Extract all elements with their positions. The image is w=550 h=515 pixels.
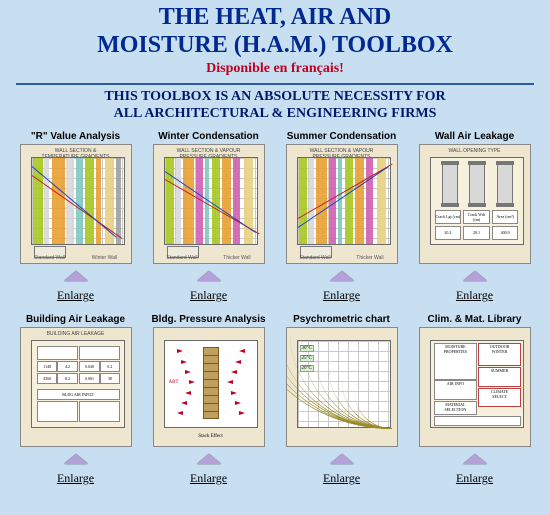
card-thumbnail[interactable]: WALL SECTION & VAPOURPRESSURE GRADIENTS … [153,144,265,264]
header: THE HEAT, AIR AND MOISTURE (H.A.M.) TOOL… [0,0,550,77]
card-title: Summer Condensation [280,131,403,142]
card-title: Clim. & Mat. Library [413,314,536,325]
enlarge-up-icon[interactable] [330,271,354,281]
enlarge-link[interactable]: Enlarge [190,471,227,485]
tool-card: "R" Value Analysis WALL SECTION &TEMPERA… [14,131,137,304]
enlarge-up-icon[interactable] [64,454,88,464]
tool-card: Winter Condensation WALL SECTION & VAPOU… [147,131,270,304]
tagline: THIS TOOLBOX IS AN ABSOLUTE NECESSITY FO… [30,89,520,123]
card-thumbnail[interactable]: WALL SECTION & VAPOURPRESSURE GRADIENTS … [286,144,398,264]
subtitle-link[interactable]: Disponible en français! [0,61,550,77]
enlarge-up-icon[interactable] [64,271,88,281]
tool-card: Building Air Leakage BUILDING AIR LEAKAG… [14,314,137,487]
tool-card: Bldg. Pressure Analysis ABT Stack Effect… [147,314,270,487]
page: THE HEAT, AIR AND MOISTURE (H.A.M.) TOOL… [0,0,550,493]
enlarge-link[interactable]: Enlarge [190,288,227,302]
card-grid: "R" Value Analysis WALL SECTION &TEMPERA… [0,131,550,493]
title-line-1: THE HEAT, AIR AND [159,4,392,30]
tool-card: Psychrometric chart 30°C25°C20°C Enlarge [280,314,403,487]
enlarge-link[interactable]: Enlarge [57,288,94,302]
enlarge-link[interactable]: Enlarge [57,471,94,485]
enlarge-link[interactable]: Enlarge [456,288,493,302]
header-rule [16,83,534,85]
card-thumbnail[interactable]: MOISTUREPROPERTIESOUTDOORWINTERSUMMERAIR… [419,327,531,447]
card-thumbnail[interactable]: WALL OPENING TYPE Crack Lgt (cm)Crack Wd… [419,144,531,264]
tool-card: Wall Air Leakage WALL OPENING TYPE Crack… [413,131,536,304]
card-title: Building Air Leakage [14,314,137,325]
title-line-2: MOISTURE (H.A.M.) TOOLBOX [97,32,453,58]
card-thumbnail[interactable]: WALL SECTION &TEMPERATURE GRADIENTS Stan… [20,144,132,264]
card-thumbnail[interactable]: ABT Stack Effect [153,327,265,447]
enlarge-up-icon[interactable] [330,454,354,464]
tool-card: Summer Condensation WALL SECTION & VAPOU… [280,131,403,304]
card-title: Winter Condensation [147,131,270,142]
enlarge-up-icon[interactable] [197,271,221,281]
card-thumbnail[interactable]: 30°C25°C20°C [286,327,398,447]
card-title: Bldg. Pressure Analysis [147,314,270,325]
enlarge-up-icon[interactable] [463,454,487,464]
card-thumbnail[interactable]: BUILDING AIR LEAKAGE 11484.20.0400.24560… [20,327,132,447]
tagline-line-1: THIS TOOLBOX IS AN ABSOLUTE NECESSITY FO… [104,89,445,104]
tagline-line-2: ALL ARCHITECTURAL & ENGINEERING FIRMS [114,106,437,121]
enlarge-link[interactable]: Enlarge [456,471,493,485]
card-title: Psychrometric chart [280,314,403,325]
enlarge-link[interactable]: Enlarge [323,471,360,485]
card-title: "R" Value Analysis [14,131,137,142]
tool-card: Clim. & Mat. Library MOISTUREPROPERTIESO… [413,314,536,487]
page-title: THE HEAT, AIR AND MOISTURE (H.A.M.) TOOL… [20,4,530,59]
enlarge-up-icon[interactable] [463,271,487,281]
card-title: Wall Air Leakage [413,131,536,142]
enlarge-link[interactable]: Enlarge [323,288,360,302]
enlarge-up-icon[interactable] [197,454,221,464]
